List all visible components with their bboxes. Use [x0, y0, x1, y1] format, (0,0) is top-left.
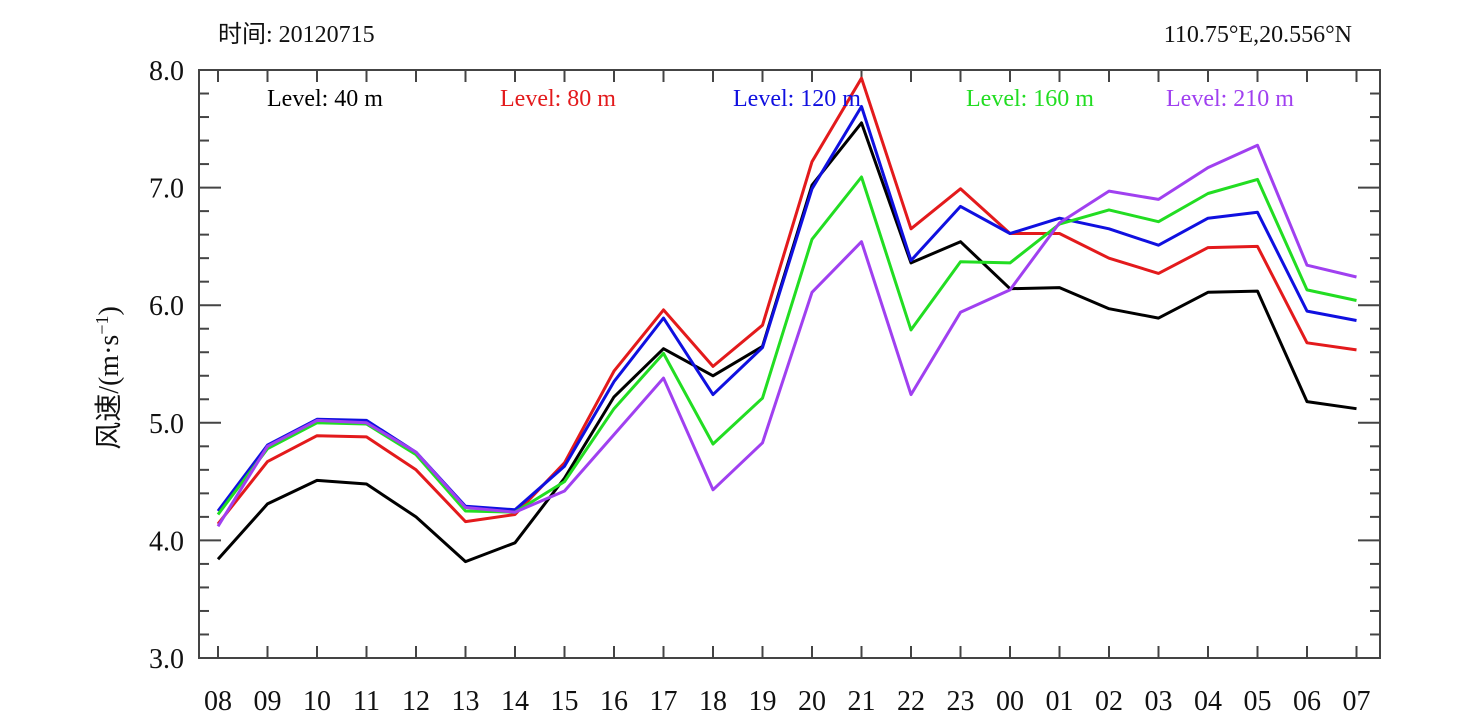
x-tick-label-03: 03 — [1145, 686, 1173, 717]
series-line-40m — [216, 121, 1357, 564]
y-axis-label-close: ) — [94, 306, 125, 315]
chart-location-label: 110.75°E,20.556°N — [1164, 22, 1352, 48]
x-tick-label-21: 21 — [848, 686, 876, 717]
x-tick-label-00: 00 — [996, 686, 1024, 717]
x-tick-label-22: 22 — [897, 686, 925, 717]
y-tick-label-8.0: 8.0 — [149, 56, 184, 87]
x-tick-label-18: 18 — [699, 686, 727, 717]
x-tick-label-01: 01 — [1046, 686, 1074, 717]
x-tick-label-19: 19 — [749, 686, 777, 717]
x-tick-label-13: 13 — [452, 686, 480, 717]
y-tick-label-5.0: 5.0 — [149, 409, 184, 440]
series-line-210m — [216, 143, 1357, 528]
series-line-80m — [216, 76, 1357, 525]
tick-labels: 08 09 10 11 12 13 14 15 16 17 18 19 20 21 22 23 00 01 02 03… — [149, 56, 1371, 717]
legend-item-40m: Level: 40 m — [267, 86, 383, 112]
y-axis-label: 风速/(m·s−1) — [92, 306, 125, 450]
series-line-160m — [216, 175, 1357, 516]
series-lines — [216, 76, 1357, 564]
x-tick-label-08: 08 — [204, 686, 232, 717]
legend-item-210m: Level: 210 m — [1166, 86, 1294, 112]
x-tick-label-23: 23 — [947, 686, 975, 717]
legend: Level: 40 m Level: 80 m Level: 120 m Level:… — [267, 86, 1294, 112]
x-tick-label-14: 14 — [501, 686, 529, 717]
legend-item-80m: Level: 80 m — [500, 86, 616, 112]
y-tick-label-4.0: 4.0 — [149, 526, 184, 557]
y-tick-label-6.0: 6.0 — [149, 291, 184, 322]
y-axis-label-main: 风速/(m·s — [94, 335, 125, 450]
x-tick-label-05: 05 — [1244, 686, 1272, 717]
x-tick-label-06: 06 — [1293, 686, 1321, 717]
x-tick-label-10: 10 — [303, 686, 331, 717]
x-tick-label-20: 20 — [798, 686, 826, 717]
x-tick-label-17: 17 — [650, 686, 678, 717]
chart-time-label: 时间: 20120715 — [218, 21, 375, 48]
y-tick-label-7.0: 7.0 — [149, 174, 184, 205]
x-tick-label-07: 07 — [1343, 686, 1371, 717]
x-tick-label-04: 04 — [1194, 686, 1222, 717]
x-tick-label-11: 11 — [353, 686, 380, 717]
legend-item-120m: Level: 120 m — [733, 86, 861, 112]
legend-item-160m: Level: 160 m — [966, 86, 1094, 112]
x-tick-label-09: 09 — [254, 686, 282, 717]
y-tick-label-3.0: 3.0 — [149, 644, 184, 675]
x-tick-label-12: 12 — [402, 686, 430, 717]
plot-frame — [198, 69, 1381, 659]
x-tick-label-16: 16 — [600, 686, 628, 717]
x-tick-label-02: 02 — [1095, 686, 1123, 717]
tick-marks — [199, 69, 1380, 659]
x-tick-label-15: 15 — [551, 686, 579, 717]
y-axis-label-superscript: −1 — [92, 316, 112, 335]
